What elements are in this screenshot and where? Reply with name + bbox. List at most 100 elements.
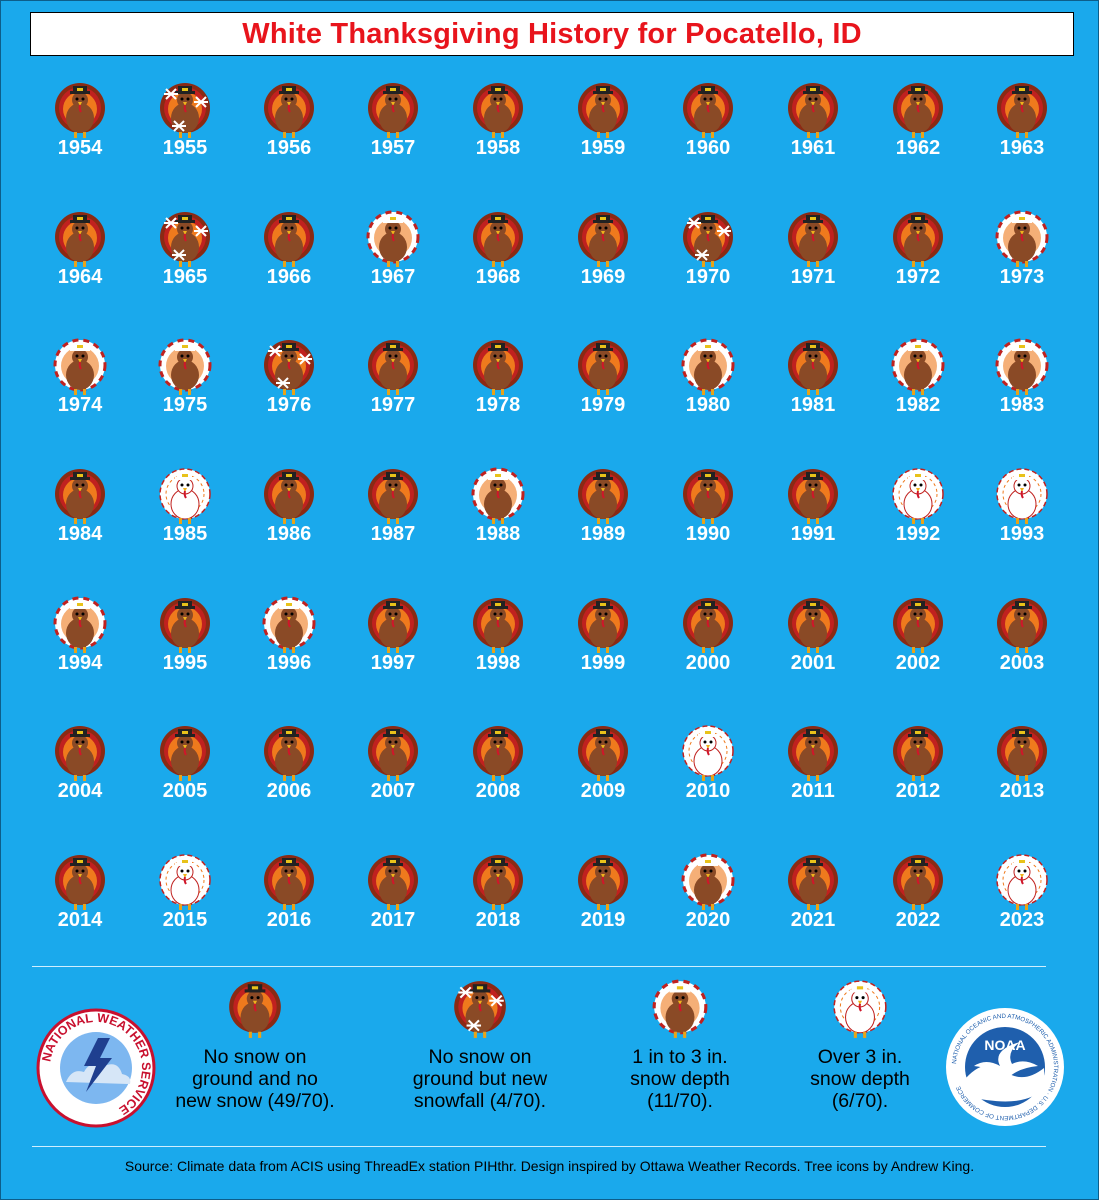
year-cell-2002: 2002: [866, 593, 970, 721]
year-label: 1993: [999, 523, 1045, 545]
noaa-logo: NOAA NATIONAL OCEANIC AND ATMOSPHERIC AD…: [944, 1006, 1066, 1133]
turkey-icon-none: [160, 598, 210, 653]
year-cell-1976: 1976: [237, 335, 341, 463]
year-label: 1965: [162, 266, 208, 288]
turkey-icon-none: [55, 83, 105, 138]
year-cell-2008: 2008: [446, 721, 550, 849]
year-label: 2015: [162, 909, 208, 931]
year-label: 2006: [266, 780, 312, 802]
turkey-icon-light: [995, 210, 1049, 267]
turkey-icon-none: [788, 83, 838, 138]
year-cell-2015: 2015: [133, 850, 237, 978]
turkey-icon-light: [262, 596, 316, 653]
turkey-icon-none: [578, 726, 628, 781]
turkey-icon-heavy: [996, 854, 1048, 910]
turkey-icon-none: [264, 469, 314, 524]
year-label: 2005: [162, 780, 208, 802]
year-cell-2009: 2009: [551, 721, 655, 849]
year-cell-1998: 1998: [446, 593, 550, 721]
year-label: 2023: [999, 909, 1045, 931]
year-cell-1959: 1959: [551, 78, 655, 206]
year-cell-1961: 1961: [761, 78, 865, 206]
turkey-icon-none: [788, 212, 838, 267]
year-cell-2012: 2012: [866, 721, 970, 849]
turkey-grid: 1954 1955: [28, 78, 1074, 931]
year-cell-2006: 2006: [237, 721, 341, 849]
turkey-icon-none: [368, 855, 418, 910]
turkey-icon-none: [893, 598, 943, 653]
turkey-icon-none: [368, 83, 418, 138]
year-cell-1958: 1958: [446, 78, 550, 206]
year-cell-1960: 1960: [656, 78, 760, 206]
year-label: 1970: [685, 266, 731, 288]
year-label: 1981: [790, 394, 836, 416]
year-label: 1990: [685, 523, 731, 545]
year-label: 1988: [475, 523, 521, 545]
year-label: 2014: [57, 909, 103, 931]
turkey-icon-none: [788, 469, 838, 524]
turkey-icon-none: [893, 726, 943, 781]
turkey-icon-light: [995, 338, 1049, 395]
year-cell-1984: 1984: [28, 464, 132, 592]
turkey-icon-none: [578, 83, 628, 138]
turkey-icon-heavy: [159, 468, 211, 524]
legend-label-new: No snow on ground but new snowfall (4/70…: [412, 1046, 548, 1112]
legend-turkey-heavy: [833, 980, 887, 1038]
year-label: 2019: [580, 909, 626, 931]
year-label: 1987: [370, 523, 416, 545]
year-label: 1982: [895, 394, 941, 416]
year-label: 1964: [57, 266, 103, 288]
year-label: 1983: [999, 394, 1045, 416]
year-label: 1995: [162, 652, 208, 674]
turkey-icon-none: [264, 83, 314, 138]
year-cell-2020: 2020: [656, 850, 760, 978]
turkey-icon-light: [681, 853, 735, 910]
turkey-icon-light: [53, 338, 107, 395]
year-label: 1989: [580, 523, 626, 545]
year-cell-1975: 1975: [133, 335, 237, 463]
legend-label-light: 1 in to 3 in. snow depth (11/70).: [630, 1046, 730, 1112]
year-label: 2002: [895, 652, 941, 674]
turkey-icon-none: [578, 469, 628, 524]
year-label: 2007: [370, 780, 416, 802]
year-cell-1993: 1993: [970, 464, 1074, 592]
year-cell-1970: 1970: [656, 207, 760, 335]
year-cell-1963: 1963: [970, 78, 1074, 206]
year-label: 1997: [370, 652, 416, 674]
year-cell-1995: 1995: [133, 593, 237, 721]
turkey-icon-none: [893, 855, 943, 910]
turkey-icon-none: [264, 726, 314, 781]
year-cell-1980: 1980: [656, 335, 760, 463]
turkey-icon-none: [55, 212, 105, 267]
year-cell-1977: 1977: [341, 335, 445, 463]
turkey-icon-none: [578, 340, 628, 395]
title-box: White Thanksgiving History for Pocatello…: [30, 12, 1074, 56]
year-cell-2021: 2021: [761, 850, 865, 978]
turkey-icon-none: [368, 469, 418, 524]
legend-label-none: No snow on ground and no new snow (49/70…: [175, 1046, 335, 1112]
turkey-icon-none: [473, 83, 523, 138]
turkey-icon-none: [788, 340, 838, 395]
legend-turkey-light: [652, 979, 708, 1038]
year-cell-1988: 1988: [446, 464, 550, 592]
year-label: 1971: [790, 266, 836, 288]
turkey-icon-none: [578, 212, 628, 267]
turkey-icon-none: [997, 83, 1047, 138]
year-cell-2001: 2001: [761, 593, 865, 721]
turkey-icon-none: [683, 469, 733, 524]
turkey-icon-none: [473, 726, 523, 781]
legend-turkey-new: [454, 981, 506, 1038]
year-label: 1955: [162, 137, 208, 159]
divider-bottom: [32, 1146, 1046, 1147]
year-cell-1962: 1962: [866, 78, 970, 206]
year-label: 1961: [790, 137, 836, 159]
year-label: 2009: [580, 780, 626, 802]
year-label: 2000: [685, 652, 731, 674]
year-cell-1985: 1985: [133, 464, 237, 592]
year-label: 1958: [475, 137, 521, 159]
turkey-icon-light: [471, 467, 525, 524]
year-cell-1992: 1992: [866, 464, 970, 592]
turkey-icon-none: [55, 726, 105, 781]
legend-label-heavy: Over 3 in. snow depth (6/70).: [810, 1046, 910, 1112]
turkey-icon-none: [264, 855, 314, 910]
